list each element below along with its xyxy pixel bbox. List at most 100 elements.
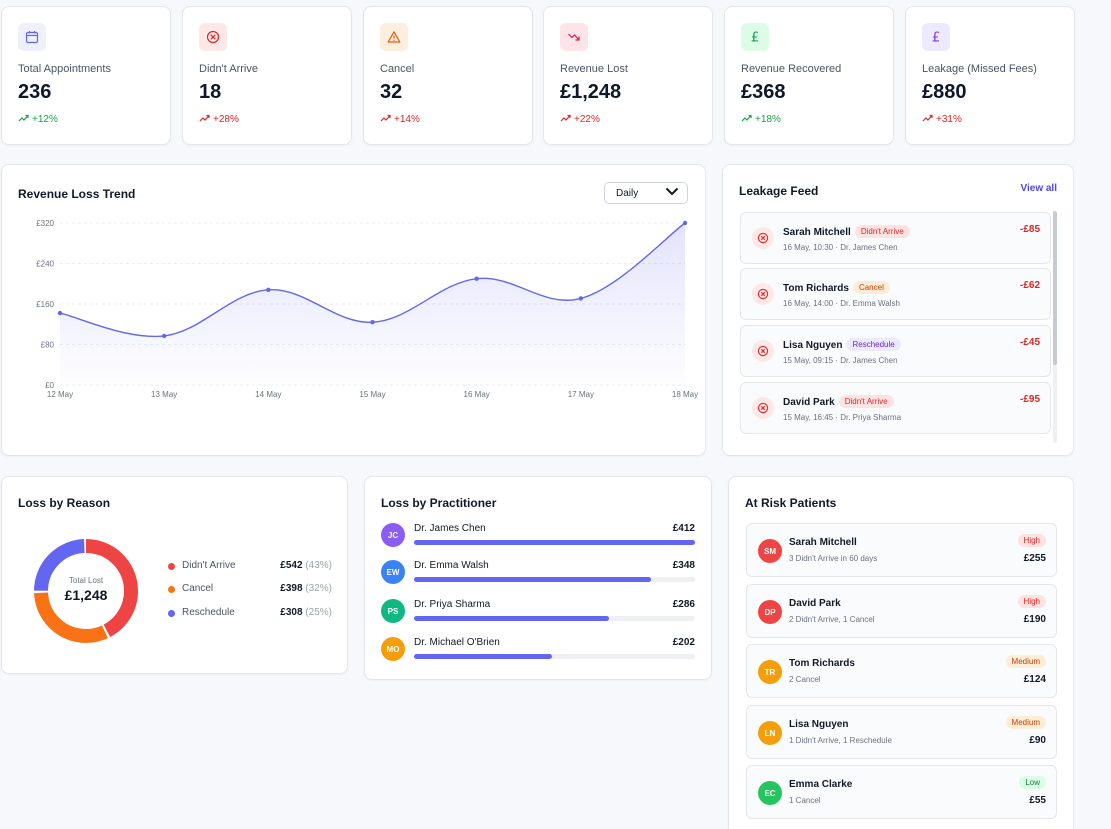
feed-details: 15 May, 09:15 · Dr. James Chen bbox=[783, 356, 898, 365]
x-circle-icon bbox=[752, 283, 774, 305]
kpi-label: Leakage (Missed Fees) bbox=[922, 63, 1037, 75]
kpi-change: +18% bbox=[741, 114, 781, 125]
x-tick-label: 12 May bbox=[47, 390, 73, 399]
patient-history: 2 Didn't Arrive, 1 Cancel bbox=[789, 615, 875, 624]
kpi-card-revenue-lost: Revenue Lost £1,248 +22% bbox=[543, 6, 713, 145]
trend-point[interactable] bbox=[57, 310, 63, 316]
trend-area bbox=[60, 223, 685, 385]
kpi-label: Revenue Lost bbox=[560, 63, 628, 75]
loss-bar-fill bbox=[414, 540, 695, 545]
x-tick-label: 18 May bbox=[672, 390, 698, 399]
period-dropdown[interactable]: Daily bbox=[604, 182, 688, 204]
revenue-loss-trend-card: Revenue Loss Trend Daily £0 £80 £160 £240 £3… bbox=[1, 164, 706, 456]
warning-icon bbox=[380, 23, 408, 51]
practitioner-value: £348 bbox=[672, 560, 695, 571]
risk-patient-row[interactable]: TR Tom Richards 2 Cancel Medium £124 bbox=[746, 644, 1057, 698]
feed-scrollbar-track[interactable] bbox=[1053, 211, 1057, 443]
feed-scrollbar-thumb[interactable] bbox=[1053, 211, 1057, 365]
patient-amount: £55 bbox=[1029, 795, 1046, 806]
legend-dot bbox=[168, 610, 175, 617]
pound-icon: £ bbox=[922, 23, 950, 51]
avatar: JC bbox=[381, 523, 405, 547]
loss-bar-track bbox=[414, 577, 695, 582]
legend-value: £542 (43%) bbox=[280, 560, 332, 571]
loss-by-reason-card: Loss by Reason Total Lost £1,248 Didn't … bbox=[1, 476, 348, 674]
trend-up-icon bbox=[18, 114, 29, 125]
practitioner-name: Dr. Michael O'Brien bbox=[414, 637, 500, 648]
patient-amount: £90 bbox=[1029, 735, 1046, 746]
x-circle-icon bbox=[752, 397, 774, 419]
loss-by-practitioner-card: Loss by Practitioner JC Dr. James Chen £41… bbox=[364, 476, 712, 680]
feed-amount: -£85 bbox=[1019, 224, 1040, 235]
trend-point[interactable] bbox=[474, 276, 479, 281]
reason-badge: Reschedule bbox=[846, 338, 901, 351]
risk-patient-row[interactable]: EC Emma Clarke 1 Cancel Low £55 bbox=[746, 765, 1057, 819]
view-all-link[interactable]: View all bbox=[1020, 183, 1057, 194]
legend-dot bbox=[168, 586, 175, 593]
loss-bar-track bbox=[414, 654, 695, 659]
risk-level-badge: High bbox=[1017, 534, 1046, 547]
practitioner-row: JC Dr. James Chen £412 bbox=[381, 523, 695, 555]
kpi-change: +12% bbox=[18, 114, 58, 125]
trend-point[interactable] bbox=[578, 296, 584, 301]
donut-center-value: £1,248 bbox=[64, 587, 108, 603]
feed-item[interactable]: Sarah Mitchell Didn't Arrive 16 May, 10:30… bbox=[740, 212, 1051, 264]
risk-level-badge: Low bbox=[1019, 776, 1046, 789]
kpi-change: +31% bbox=[922, 114, 962, 125]
leakage-feed-card: Leakage Feed View all Sarah Mitchell Didn… bbox=[722, 164, 1074, 456]
trend-point[interactable] bbox=[682, 220, 688, 226]
feed-name: Sarah Mitchell Didn't Arrive bbox=[783, 225, 910, 238]
feed-name: David Park Didn't Arrive bbox=[783, 395, 894, 408]
trend-point[interactable] bbox=[161, 333, 167, 339]
legend-label: Reschedule bbox=[182, 607, 235, 618]
loss-bar-track bbox=[414, 540, 695, 545]
kpi-value: £368 bbox=[741, 81, 786, 103]
trend-point[interactable] bbox=[370, 320, 375, 325]
kpi-value: 236 bbox=[18, 81, 52, 103]
practitioner-name: Dr. Priya Sharma bbox=[414, 599, 491, 610]
risk-patient-row[interactable]: SM Sarah Mitchell 3 Didn't Arrive in 60 da… bbox=[746, 523, 1057, 577]
kpi-change: +28% bbox=[199, 114, 239, 125]
loss-bar-fill bbox=[414, 654, 552, 659]
feed-item[interactable]: David Park Didn't Arrive 15 May, 16:45 · D… bbox=[740, 382, 1051, 434]
feed-amount: -£95 bbox=[1019, 394, 1040, 405]
practitioner-row: EW Dr. Emma Walsh £348 bbox=[381, 560, 695, 592]
risk-patient-row[interactable]: LN Lisa Nguyen 1 Didn't Arrive, 1 Reschedu… bbox=[746, 705, 1057, 759]
kpi-value: £880 bbox=[922, 81, 967, 103]
avatar: EW bbox=[381, 560, 405, 584]
trend-up-icon bbox=[380, 114, 391, 125]
legend-dot bbox=[168, 563, 175, 570]
legend-item: Didn't Arrive £542 (43%) bbox=[168, 560, 332, 574]
practitioner-value: £412 bbox=[672, 523, 695, 534]
donut-segment[interactable] bbox=[34, 539, 138, 643]
legend-item: Reschedule £308 (25%) bbox=[168, 607, 332, 621]
avatar: LN bbox=[758, 721, 782, 745]
kpi-card-total-appointments: Total Appointments 236 +12% bbox=[1, 6, 171, 145]
card-title: Loss by Practitioner bbox=[381, 496, 497, 510]
avatar: SM bbox=[758, 539, 782, 563]
patient-history: 3 Didn't Arrive in 60 days bbox=[789, 554, 878, 563]
feed-item[interactable]: Tom Richards Cancel 16 May, 14:00 · Dr. Em… bbox=[740, 268, 1051, 320]
patient-name: David Park bbox=[789, 598, 841, 609]
trend-point[interactable] bbox=[266, 287, 271, 293]
risk-patient-row[interactable]: DP David Park 2 Didn't Arrive, 1 Cancel Hig… bbox=[746, 584, 1057, 638]
practitioner-row: MO Dr. Michael O'Brien £202 bbox=[381, 637, 695, 669]
donut-segment[interactable] bbox=[34, 539, 138, 643]
kpi-label: Revenue Recovered bbox=[741, 63, 842, 75]
x-tick-label: 17 May bbox=[568, 390, 594, 399]
reason-donut-chart bbox=[34, 539, 138, 643]
y-tick-label: £80 bbox=[41, 341, 55, 350]
risk-level-badge: Medium bbox=[1005, 716, 1046, 729]
kpi-card-leakage: £ Leakage (Missed Fees) £880 +31% bbox=[905, 6, 1075, 145]
chevron-down-icon bbox=[665, 187, 679, 199]
trend-up-icon bbox=[199, 114, 210, 125]
feed-item[interactable]: Lisa Nguyen Reschedule 15 May, 09:15 · Dr.… bbox=[740, 325, 1051, 377]
calendar-icon bbox=[18, 23, 46, 51]
card-title: At Risk Patients bbox=[745, 496, 837, 510]
y-tick-label: £0 bbox=[45, 381, 54, 390]
kpi-card-didnt-arrive: Didn't Arrive 18 +28% bbox=[182, 6, 352, 145]
kpi-card-revenue-recovered: £ Revenue Recovered £368 +18% bbox=[724, 6, 894, 145]
patient-name: Tom Richards bbox=[789, 658, 855, 669]
patient-name: Sarah Mitchell bbox=[789, 537, 857, 548]
x-circle-icon bbox=[752, 340, 774, 362]
